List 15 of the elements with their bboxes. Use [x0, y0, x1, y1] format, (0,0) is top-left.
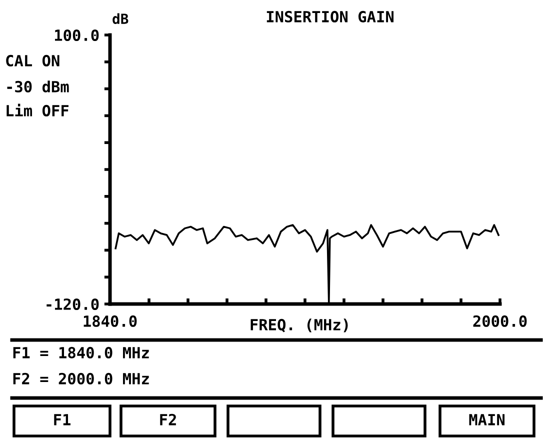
y-tick-label: 100.0: [55, 29, 99, 42]
x-tick-label: 1840.0: [84, 315, 137, 327]
text: CAL ON: [6, 54, 60, 66]
text: Lim OFF: [6, 104, 68, 116]
text: MAIN: [469, 414, 504, 426]
y-axis-title: dB: [112, 13, 128, 24]
x-axis-title: FREQ. (MHz): [250, 318, 348, 332]
text: -30 dBm: [7, 80, 69, 92]
x-tick-label: 2000.0: [473, 315, 527, 327]
chart-title: INSERTION GAIN: [266, 10, 394, 22]
text: F2: [160, 414, 176, 426]
y-tick-label: -120.0: [46, 298, 99, 310]
text: F1 = 1840.0 MHz: [13, 346, 149, 358]
text: F1: [54, 414, 70, 426]
text: F2 = 2000.0 MHz: [13, 372, 149, 384]
